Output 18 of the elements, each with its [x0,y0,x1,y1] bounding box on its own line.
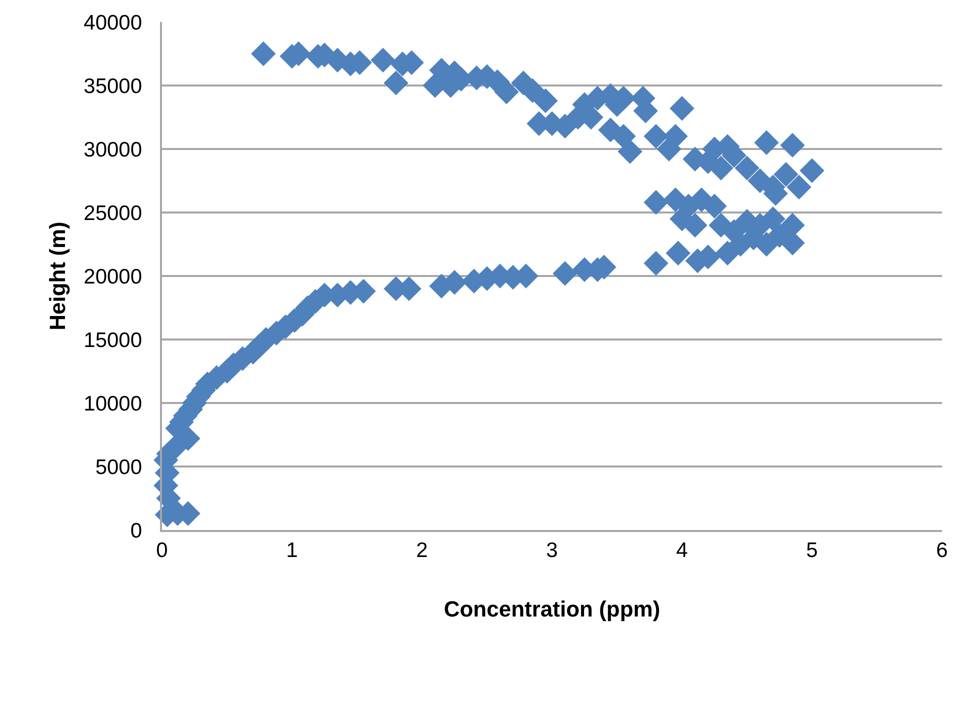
y-tick-label: 30000 [84,138,142,162]
x-tick-label: 5 [806,538,818,562]
x-tick-label: 1 [286,538,298,562]
x-axis-title: Concentration (ppm) [444,596,660,622]
x-tick-label: 6 [936,538,948,562]
y-tick-label: 40000 [84,11,142,34]
y-tick-label: 25000 [84,202,142,225]
x-tick-label: 4 [676,538,688,562]
y-tick-label: 5000 [95,456,142,479]
y-axis-title: Height (m) [44,222,70,330]
x-tick-label: 0 [156,538,168,562]
y-tick-label: 35000 [84,74,142,98]
x-tick-label: 3 [546,538,558,562]
x-tick-label: 2 [416,538,428,562]
y-tick-label: 0 [130,519,142,542]
y-tick-label: 15000 [84,328,142,352]
y-tick-label: 20000 [84,265,142,288]
y-tick-label: 10000 [84,392,142,416]
